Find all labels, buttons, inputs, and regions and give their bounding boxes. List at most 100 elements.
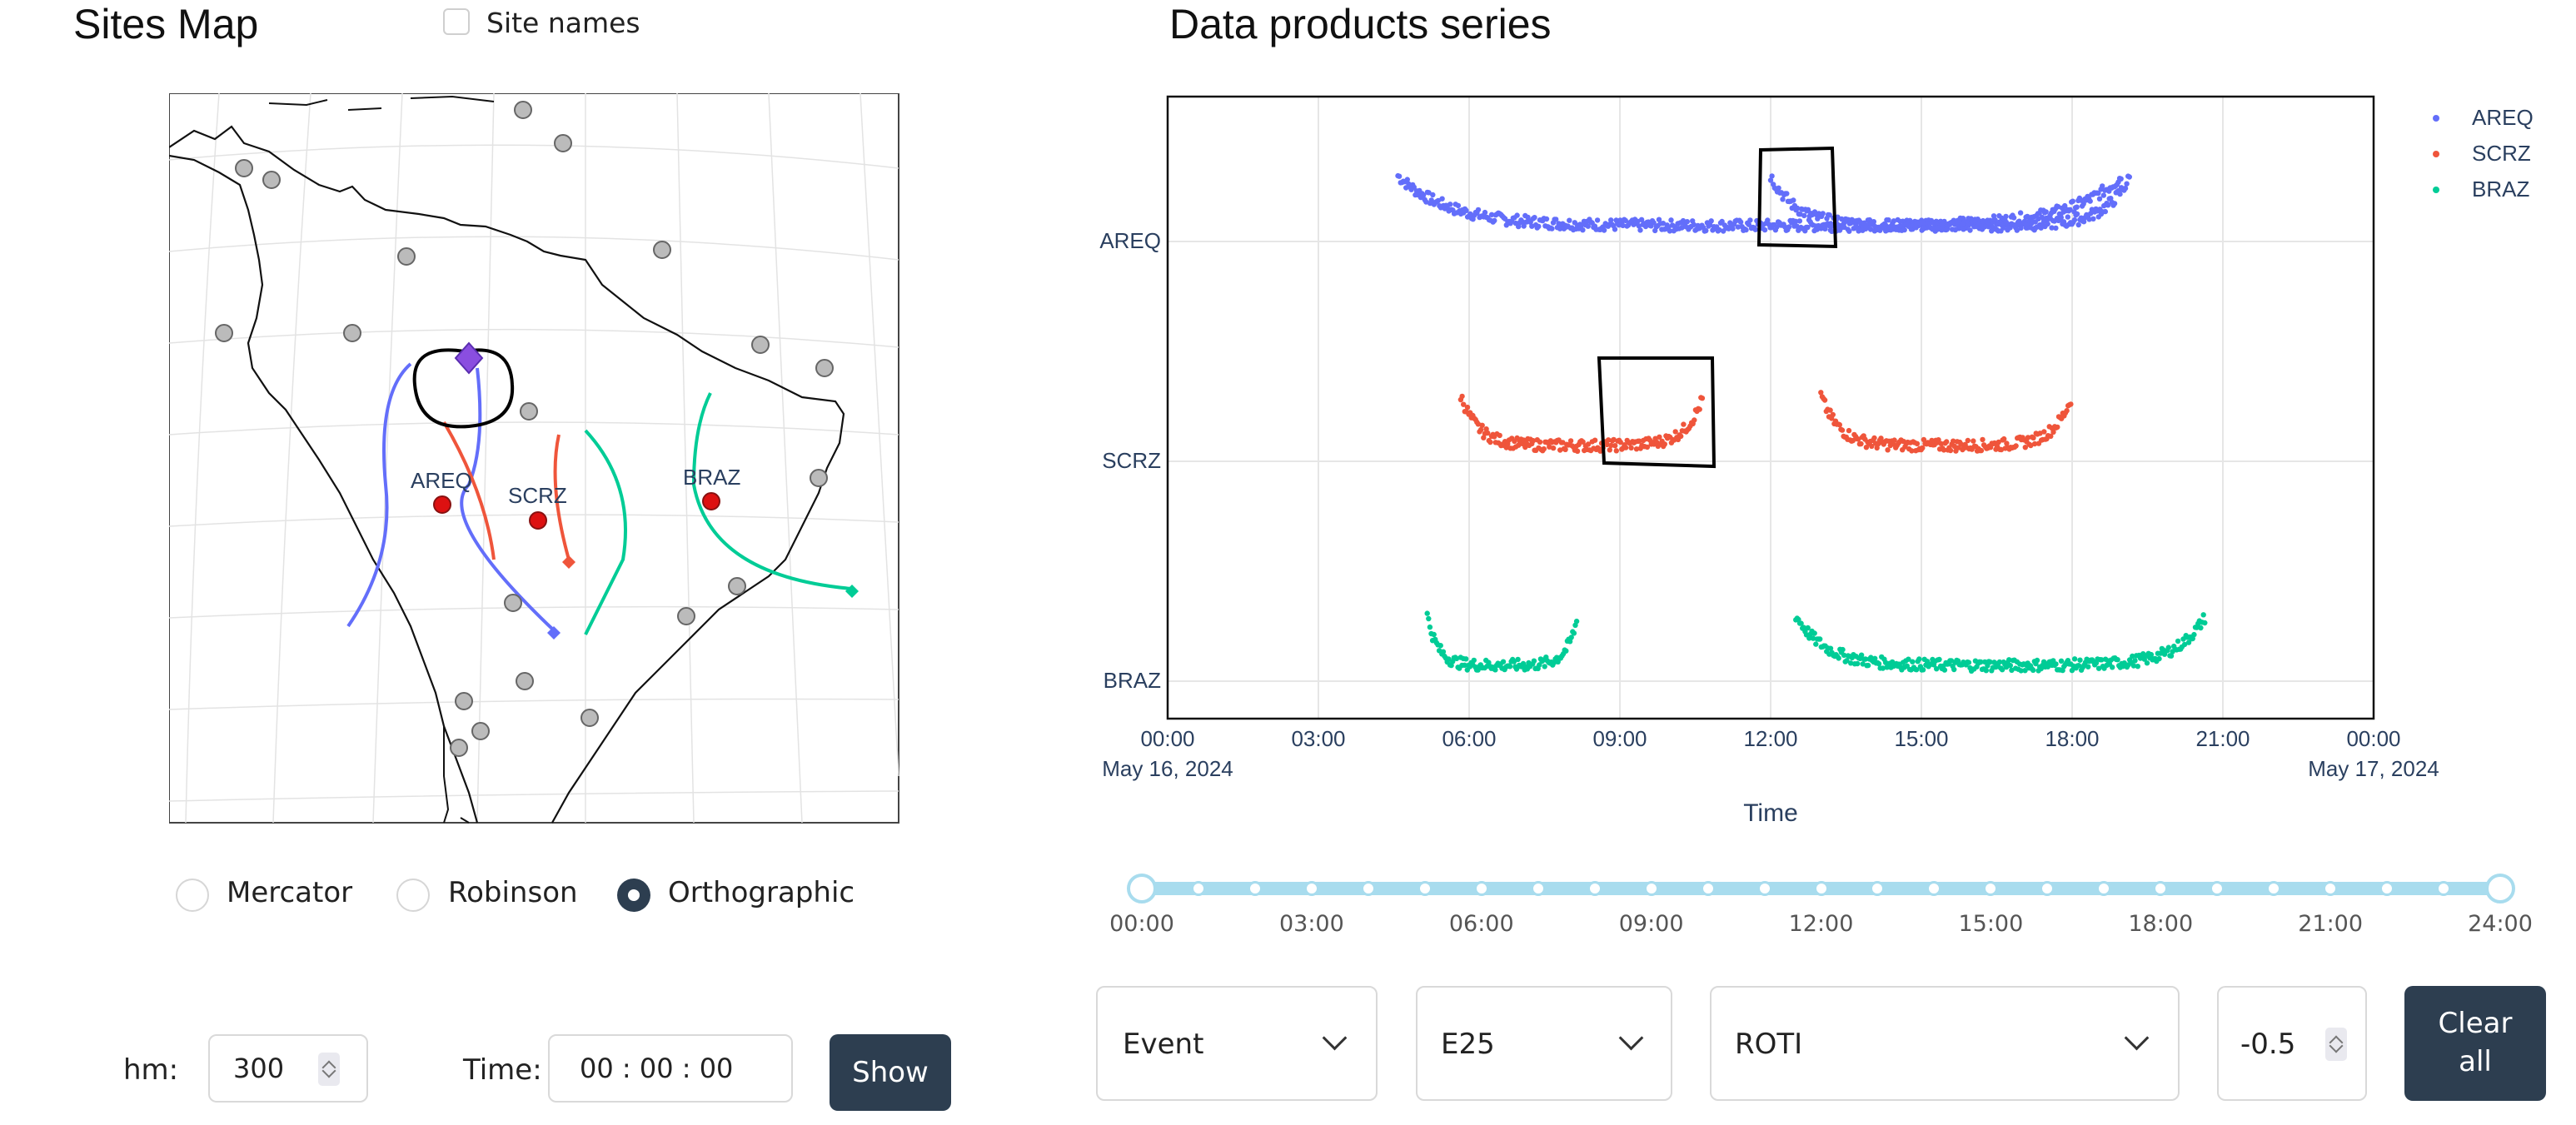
show-button[interactable]: Show <box>830 1034 951 1111</box>
slider-step-dot[interactable] <box>2266 881 2282 896</box>
data-point <box>1699 396 1706 401</box>
spinner-arrows-icon[interactable] <box>2325 1028 2347 1061</box>
data-point <box>1801 212 1807 219</box>
data-products-chart[interactable]: AREQ SCRZ BRAZ 00:00 03:00 06:00 09:00 12:00 15:… <box>1083 83 2576 833</box>
data-point <box>2028 442 2034 449</box>
slider-step-dot[interactable] <box>1530 881 1546 896</box>
data-point <box>1839 216 1845 222</box>
data-point <box>1947 447 1954 454</box>
data-point <box>1437 643 1443 649</box>
y-tick-label: BRAZ <box>1104 668 1161 693</box>
data-point <box>2067 207 2073 212</box>
site-names-checkbox[interactable] <box>443 8 470 35</box>
slider-step-dot[interactable] <box>2040 881 2055 896</box>
radio-orthographic-label: Orthographic <box>668 876 855 909</box>
data-point <box>1811 630 1817 636</box>
data-point <box>1477 426 1484 433</box>
slider-step-dot[interactable] <box>1587 881 1602 896</box>
data-point <box>1568 635 1574 640</box>
data-point <box>1948 658 1955 664</box>
slider-step-dot[interactable] <box>1643 881 1659 896</box>
data-point <box>1567 217 1572 223</box>
data-point <box>1707 222 1713 228</box>
slider-step-dot[interactable] <box>2210 881 2225 896</box>
time-input[interactable]: 00 : 00 : 00 <box>548 1034 793 1103</box>
data-point <box>1841 224 1847 231</box>
slider-step-dot[interactable] <box>2436 881 2452 896</box>
data-point <box>1920 445 1926 451</box>
data-point <box>2070 198 2075 204</box>
data-point <box>1747 217 1753 223</box>
slider-step-dot[interactable] <box>1473 881 1489 896</box>
slider-step-dot[interactable] <box>1813 881 1829 896</box>
data-point <box>1951 438 1956 444</box>
data-point <box>1467 211 1473 217</box>
threshold-input[interactable]: -0.5 <box>2217 986 2367 1101</box>
braz-trajectory-2 <box>691 392 853 590</box>
data-point <box>2030 667 2036 673</box>
data-point <box>1769 173 1775 179</box>
product-dropdown[interactable]: ROTI <box>1710 986 2180 1101</box>
data-point <box>2030 435 2036 441</box>
data-point <box>1936 656 1942 663</box>
slider-step-dot[interactable] <box>1360 881 1376 896</box>
slider-step-dot[interactable] <box>1417 881 1432 896</box>
data-point <box>1426 615 1432 622</box>
data-point <box>1516 223 1522 230</box>
data-point <box>1606 437 1612 443</box>
data-point <box>1860 661 1866 667</box>
data-point <box>1585 441 1592 447</box>
data-point <box>1952 226 1958 233</box>
data-point <box>1681 421 1687 427</box>
data-point <box>2001 436 2007 442</box>
slider-step-dot[interactable] <box>1983 881 1999 896</box>
x-tick-label: 12:00 <box>1743 726 1797 751</box>
hm-label: hm: <box>123 1053 179 1087</box>
slider-step-dot[interactable] <box>1247 881 1263 896</box>
data-point <box>1514 212 1520 218</box>
time-value: 00 : 00 : 00 <box>580 1053 734 1084</box>
slider-step-dot[interactable] <box>1870 881 1886 896</box>
radio-orthographic[interactable] <box>617 879 650 912</box>
spinner-arrows-icon[interactable] <box>318 1053 340 1086</box>
radio-robinson[interactable] <box>396 879 430 912</box>
clear-all-button[interactable]: Clear all <box>2404 986 2546 1101</box>
data-point <box>1944 439 1950 445</box>
slider-step-dot[interactable] <box>1926 881 1942 896</box>
data-point <box>2025 435 2031 441</box>
slider-step-dot[interactable] <box>2153 881 2169 896</box>
slider-tick-label: 00:00 <box>1109 911 1174 937</box>
slider-step-dot[interactable] <box>2379 881 2395 896</box>
data-point <box>1886 217 1891 223</box>
braz-end-marker <box>845 585 859 598</box>
e25-dropdown[interactable]: E25 <box>1416 986 1672 1101</box>
slider-step-dot[interactable] <box>2096 881 2112 896</box>
slider-step-dot[interactable] <box>1190 881 1206 896</box>
data-point <box>1897 218 1904 225</box>
data-point <box>1934 666 1940 672</box>
data-point <box>2200 612 2206 618</box>
slider-step-dot[interactable] <box>1303 881 1319 896</box>
data-point <box>2009 667 2015 673</box>
data-point <box>2053 661 2059 667</box>
time-range-end-handle[interactable] <box>2485 874 2515 903</box>
event-dropdown[interactable]: Event <box>1096 986 1378 1101</box>
time-range-start-handle[interactable] <box>1127 874 1157 903</box>
slider-step-dot[interactable] <box>1700 881 1716 896</box>
sites-map[interactable]: AREQ SCRZ BRAZ <box>169 93 902 826</box>
data-point <box>1810 635 1816 641</box>
slider-step-dot[interactable] <box>2323 881 2339 896</box>
data-point <box>1580 439 1586 445</box>
data-point <box>1991 217 1997 223</box>
data-point <box>1817 636 1823 642</box>
data-point <box>1567 438 1574 444</box>
data-point <box>1463 207 1469 213</box>
data-point <box>1844 658 1850 664</box>
radio-mercator[interactable] <box>176 879 209 912</box>
hm-input[interactable]: 300 <box>208 1034 368 1103</box>
data-point <box>1613 448 1619 454</box>
data-point <box>1794 223 1800 229</box>
data-point <box>1560 440 1566 446</box>
data-point <box>1537 439 1543 445</box>
slider-step-dot[interactable] <box>1756 881 1772 896</box>
